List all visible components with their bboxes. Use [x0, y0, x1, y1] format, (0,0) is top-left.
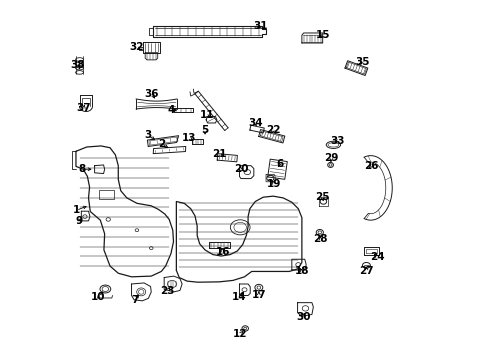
Text: 38: 38 [70, 60, 85, 70]
Text: 33: 33 [330, 136, 344, 145]
Text: 34: 34 [247, 118, 262, 128]
Bar [99, 190, 113, 199]
Text: 10: 10 [91, 292, 105, 302]
Text: 24: 24 [369, 252, 384, 262]
Text: 21: 21 [212, 149, 226, 159]
Text: 27: 27 [358, 266, 373, 276]
Text: 26: 26 [364, 161, 378, 171]
Text: 22: 22 [265, 125, 280, 135]
Text: 7: 7 [131, 295, 139, 305]
Text: 1: 1 [72, 206, 80, 216]
Text: 16: 16 [215, 247, 230, 257]
Text: 9: 9 [75, 216, 82, 226]
Text: 13: 13 [182, 133, 196, 143]
Text: 29: 29 [324, 153, 338, 163]
Text: 19: 19 [266, 179, 281, 189]
Text: 37: 37 [77, 103, 91, 113]
Text: 36: 36 [144, 89, 159, 99]
Text: 11: 11 [199, 111, 214, 121]
Text: 18: 18 [294, 266, 308, 276]
Text: 17: 17 [251, 291, 265, 301]
Text: 3: 3 [144, 130, 151, 140]
Text: 2: 2 [158, 139, 165, 149]
Text: 32: 32 [129, 42, 143, 52]
Text: 6: 6 [275, 159, 283, 169]
Text: 20: 20 [233, 164, 247, 174]
Text: 15: 15 [316, 30, 330, 40]
Text: 12: 12 [232, 329, 247, 339]
Text: 8: 8 [79, 164, 86, 174]
Text: 28: 28 [313, 234, 327, 244]
Text: 25: 25 [315, 192, 329, 202]
Text: 35: 35 [354, 57, 368, 67]
Text: 23: 23 [160, 286, 174, 296]
Text: 5: 5 [201, 125, 208, 135]
Text: 30: 30 [296, 312, 310, 322]
Text: 14: 14 [232, 292, 246, 302]
Text: 31: 31 [253, 21, 267, 31]
Text: 4: 4 [167, 105, 174, 115]
